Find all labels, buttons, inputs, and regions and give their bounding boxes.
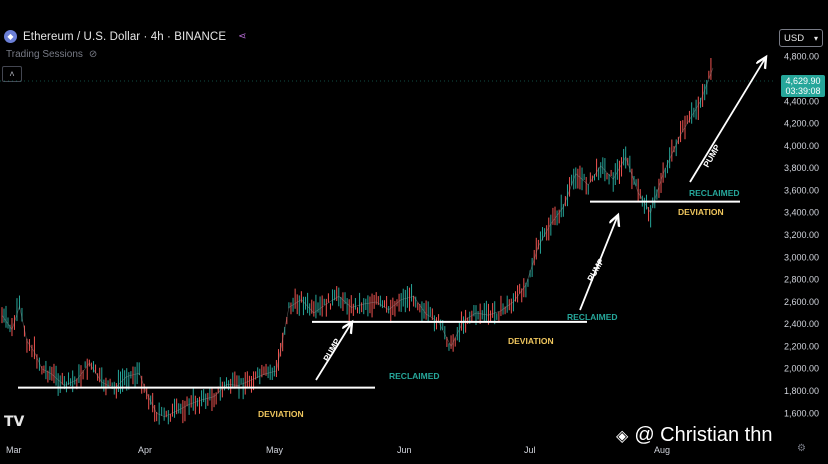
annotation-label: DEVIATION [508, 336, 554, 346]
y-tick-label: 4,800.00 [784, 52, 819, 62]
y-tick-label: 2,200.00 [784, 341, 819, 351]
x-tick-label: Jun [397, 445, 412, 455]
collapse-button[interactable]: ˄ [2, 66, 22, 82]
pump-arrow [579, 215, 618, 311]
annotation-label: PUMP [585, 256, 606, 283]
y-tick-label: 3,000.00 [784, 252, 819, 262]
y-tick-label: 2,600.00 [784, 297, 819, 307]
y-tick-label: 2,800.00 [784, 275, 819, 285]
currency-label: USD [784, 32, 805, 44]
annotation-label: RECLAIMED [689, 188, 740, 198]
watermark-text: @ Christian thn [634, 424, 773, 446]
annotation-label: RECLAIMED [389, 371, 440, 381]
y-tick-label: 3,800.00 [784, 163, 819, 173]
x-tick-label: Jul [524, 445, 536, 455]
tradingview-logo[interactable]: TV [4, 414, 25, 430]
diamond-logo-icon: ◈ [616, 427, 629, 445]
y-tick-label: 4,400.00 [784, 96, 819, 106]
y-tick-label: 4,000.00 [784, 141, 819, 151]
ethereum-icon: ◆ [4, 30, 17, 43]
annotation-label: DEVIATION [678, 207, 724, 217]
indicator-label[interactable]: Trading Sessions [6, 49, 83, 60]
gear-icon[interactable]: ⚙ [797, 443, 806, 454]
annotation-label: PUMP [701, 142, 722, 169]
y-tick-label: 3,400.00 [784, 208, 819, 218]
currency-selector[interactable]: USD ▾ [779, 29, 823, 47]
y-tick-label: 4,200.00 [784, 119, 819, 129]
price-line [1, 67, 714, 417]
symbol-title[interactable]: Ethereum / U.S. Dollar · 4h · BINANCE [23, 30, 227, 43]
eye-off-icon[interactable]: ⊘ [88, 49, 98, 60]
share-icon[interactable]: ⋖ [238, 31, 247, 42]
x-tick-label: Mar [6, 445, 22, 455]
y-tick-label: 2,400.00 [784, 319, 819, 329]
annotation-label: PUMP [321, 336, 342, 363]
y-tick-label: 1,600.00 [784, 408, 819, 418]
chevron-up-icon: ˄ [9, 69, 15, 79]
last-price-badge: 4,629.90 03:39:08 [781, 75, 825, 97]
pump-arrow [315, 322, 352, 381]
y-tick-label: 3,200.00 [784, 230, 819, 240]
y-tick-label: 1,800.00 [784, 386, 819, 396]
y-tick-label: 2,000.00 [784, 364, 819, 374]
annotation-label: RECLAIMED [567, 312, 618, 322]
bar-countdown: 03:39:08 [785, 86, 821, 96]
x-tick-label: May [266, 445, 284, 455]
pump-arrow [689, 57, 766, 183]
indicator-row: Trading Sessions ⊘ [6, 49, 97, 60]
watermark: ◈ @ Christian thn [616, 424, 772, 447]
last-price: 4,629.90 [785, 76, 821, 86]
x-tick-label: Aug [654, 445, 670, 455]
x-tick-label: Apr [138, 445, 152, 455]
y-tick-label: 3,600.00 [784, 185, 819, 195]
chart-header: ◆ Ethereum / U.S. Dollar · 4h · BINANCE … [4, 30, 246, 43]
annotation-label: DEVIATION [258, 409, 304, 419]
chevron-down-icon: ▾ [813, 33, 818, 43]
